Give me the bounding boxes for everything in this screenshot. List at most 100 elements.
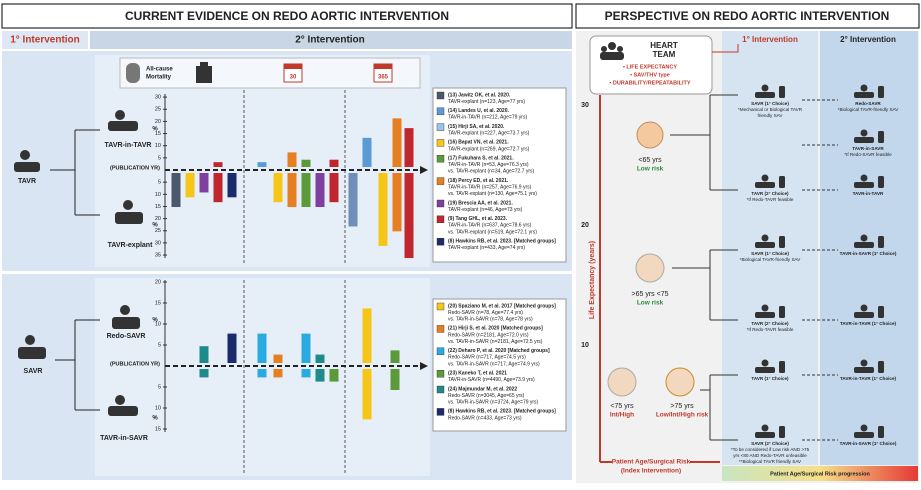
y-tick-label: 5 (158, 180, 161, 186)
legend-text: (8) Hawkins RB, et al. 2023. [Matched gr… (448, 409, 556, 415)
bar-lower (348, 173, 358, 227)
label: HEART (650, 41, 678, 50)
legend-swatch (436, 215, 445, 224)
bullet: • SAV/THV type (630, 72, 670, 78)
bar-lower (315, 173, 325, 208)
legend-text: (18) Percy ED, et al. 2021. (448, 178, 509, 184)
tavr-legend-box (432, 87, 567, 263)
bar-lower (199, 173, 209, 193)
legend-text: TAVR-in-TAVR (n=212, Age=79 yrs) (448, 115, 527, 121)
option-icon (860, 304, 868, 312)
bar-lower (257, 369, 267, 378)
option-text: *Mechanical or Biological TAVR (738, 107, 803, 112)
bar-lower (287, 173, 297, 208)
option-text: TAVR-in-TAVR (853, 191, 884, 196)
y-tick-label: 5 (158, 155, 161, 161)
column-header: 1° Intervention (10, 35, 80, 46)
label: SAVR (24, 368, 43, 375)
option-icon (878, 86, 884, 98)
option-icon (854, 92, 874, 98)
option-icon (779, 86, 785, 98)
bullet: • LIFE EXPECTANCY (623, 64, 677, 70)
bar-lower (227, 173, 237, 198)
label: >75 yrs (670, 403, 694, 410)
y-tick-label: 10 (155, 321, 161, 327)
label: Redo-SAVR (107, 333, 146, 340)
option-icon (761, 234, 769, 242)
legend-text: TAVR-in-TAVR (n=637, Age=78.6 yrs) (448, 223, 532, 229)
y-tick-label: 10 (581, 342, 589, 349)
option-icon (860, 174, 868, 182)
option-icon (878, 131, 884, 143)
option-text: TAVR-in-TAVR (1° Choice) (840, 376, 897, 381)
bar-lower (329, 173, 339, 203)
bar-lower (273, 369, 283, 378)
label: TAVR-explant (108, 242, 154, 249)
legend-swatch (436, 123, 445, 131)
legend-text: (23) Kaneko T, et al. 2021 (448, 371, 507, 377)
bar-lower (199, 369, 209, 378)
progression-bar (722, 466, 918, 481)
legend-swatch (436, 139, 445, 147)
legend-swatch (436, 347, 445, 355)
legend-text: Redo-SAVR (n=3045, Age=65 yrs) (448, 393, 525, 399)
legend-text: (15) Hirji SA, et al. 2020. (448, 124, 505, 130)
option-text: TAVR-in-SAVR (852, 146, 884, 151)
option-text: TAVR-in-TAVR (1° Choice) (840, 321, 897, 326)
option-icon (860, 234, 868, 242)
legend-swatch (436, 177, 445, 185)
label: TAVR (18, 178, 36, 185)
option-text: TAVR-in-SAVR (1° Choice) (840, 251, 897, 256)
option-icon (779, 176, 785, 188)
bar-upper (301, 159, 311, 167)
heart-team-link (712, 44, 739, 53)
option-icon (755, 182, 775, 188)
option-icon (761, 359, 769, 367)
option-icon (878, 306, 884, 318)
option-icon (860, 424, 868, 432)
option-text: friendly SAV (758, 113, 784, 118)
legend-text: TAVR-explant (n=123, Age=77 yrs) (448, 99, 525, 105)
label: TEAM (653, 50, 676, 59)
option-text: TAVR-in-SAVR (1° Choice) (840, 441, 897, 446)
label: Low risk (637, 300, 664, 307)
axis-label: (PUBLICATION YR) (110, 165, 160, 171)
option-icon (779, 426, 785, 438)
legend-text: (8) Hawkins RB, et al. 2023. [Matched gr… (448, 239, 556, 245)
bar-upper (287, 152, 297, 167)
option-icon (854, 367, 874, 373)
option-icon (854, 137, 874, 143)
column-header: 2° Intervention (840, 35, 896, 44)
bar-lower (273, 173, 283, 203)
legend-text: Redo-SAVR (n=433, Age=73 yrs) (448, 415, 522, 421)
legend-text: TAVR-in-SAVR (n=4490, Age=73.9 yrs) (448, 377, 535, 383)
pub-axes (165, 169, 422, 367)
column-header: 1° Intervention (742, 35, 798, 44)
y-tick-label: 5 (158, 342, 161, 348)
option-text: TAVR (2° Choice) (751, 321, 789, 326)
legend-text: vs. TAVR-in-SAVR (n=717, Age=74.9 yrs) (448, 361, 540, 367)
legend-text: TAVR-explant (n=433, Age=74 yrs) (448, 245, 525, 251)
label: TAVR-in-TAVR (105, 142, 152, 149)
option-icon (878, 176, 884, 188)
bar-lower (315, 369, 325, 382)
label: Low/Int/High risk (656, 412, 709, 419)
label: Patient Age/Surgical Risk progression (770, 471, 870, 477)
title: CURRENT EVIDENCE ON REDO AORTIC INTERVEN… (125, 9, 449, 23)
bar-upper (257, 162, 267, 167)
axis-label: (PUBLICATION YR) (110, 361, 160, 367)
legend-text: (20) Spaziano M, et al. 2017 [Matched gr… (448, 303, 556, 309)
option-icon (860, 84, 868, 92)
option-icon (878, 236, 884, 248)
y-tick-label: 30 (581, 102, 589, 109)
bar-upper (213, 162, 223, 167)
option-icon (779, 361, 785, 373)
option-text: TAVR (1° Choice) (751, 376, 789, 381)
bar-upper (362, 137, 372, 167)
legend-text: (9) Tang GHL, et al. 2023. (448, 216, 508, 222)
unit-label: % (152, 127, 158, 133)
option-icon (860, 359, 868, 367)
label: >65 yrs <75 (632, 291, 669, 298)
legend-text: vs. TAVR-in-SAVR (n=3724, Age=79 yrs) (448, 400, 539, 406)
